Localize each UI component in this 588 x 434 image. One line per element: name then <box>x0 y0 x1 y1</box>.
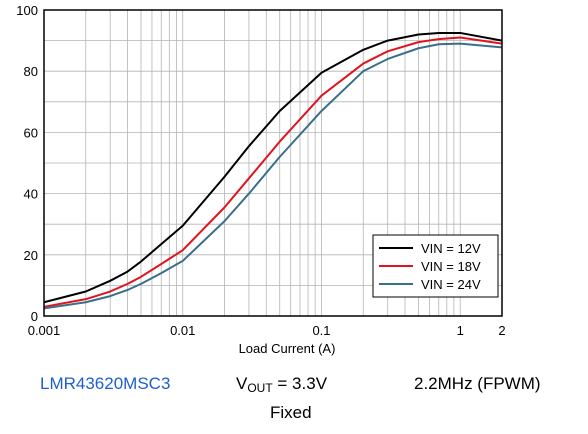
x-tick-label: 0.01 <box>170 323 195 338</box>
y-tick-label: 60 <box>24 125 38 140</box>
vout-caption: VOUT = 3.3V <box>236 374 327 395</box>
series-line-2 <box>43 36 503 308</box>
y-tick-label: 100 <box>16 3 38 18</box>
series-line-1 <box>43 31 503 304</box>
x-tick-label: 0.001 <box>28 323 61 338</box>
y-tick-label: 0 <box>31 309 38 324</box>
legend: VIN = 12V VIN = 18V VIN = 24V <box>372 234 499 298</box>
y-tick-label: 80 <box>24 64 38 79</box>
series-lines <box>43 31 503 310</box>
vout-subscript: OUT <box>247 381 273 395</box>
legend-label-3: VIN = 24V <box>421 277 481 292</box>
plot-frame <box>43 9 503 317</box>
x-tick-label: 2 <box>498 323 505 338</box>
tick-labels: 0 20 40 60 80 100 0.001 0.01 0.1 1 2 <box>16 3 505 338</box>
vout-value: = 3.3V <box>272 374 328 393</box>
legend-label-2: VIN = 18V <box>421 259 481 274</box>
x-tick-label: 0.1 <box>312 323 330 338</box>
series-line-3 <box>43 42 503 310</box>
y-tick-label: 20 <box>24 248 38 263</box>
legend-label-1: VIN = 12V <box>421 241 481 256</box>
switching-mode-caption: 2.2MHz (FPWM) <box>414 374 541 393</box>
y-tick-label: 40 <box>24 187 38 202</box>
x-tick-label: 1 <box>457 323 464 338</box>
vout-prefix: V <box>236 374 248 393</box>
x-axis-title: Load Current (A) <box>239 341 336 356</box>
part-number-caption: LMR43620MSC3 <box>40 374 171 393</box>
configuration-caption: Fixed <box>270 403 312 422</box>
